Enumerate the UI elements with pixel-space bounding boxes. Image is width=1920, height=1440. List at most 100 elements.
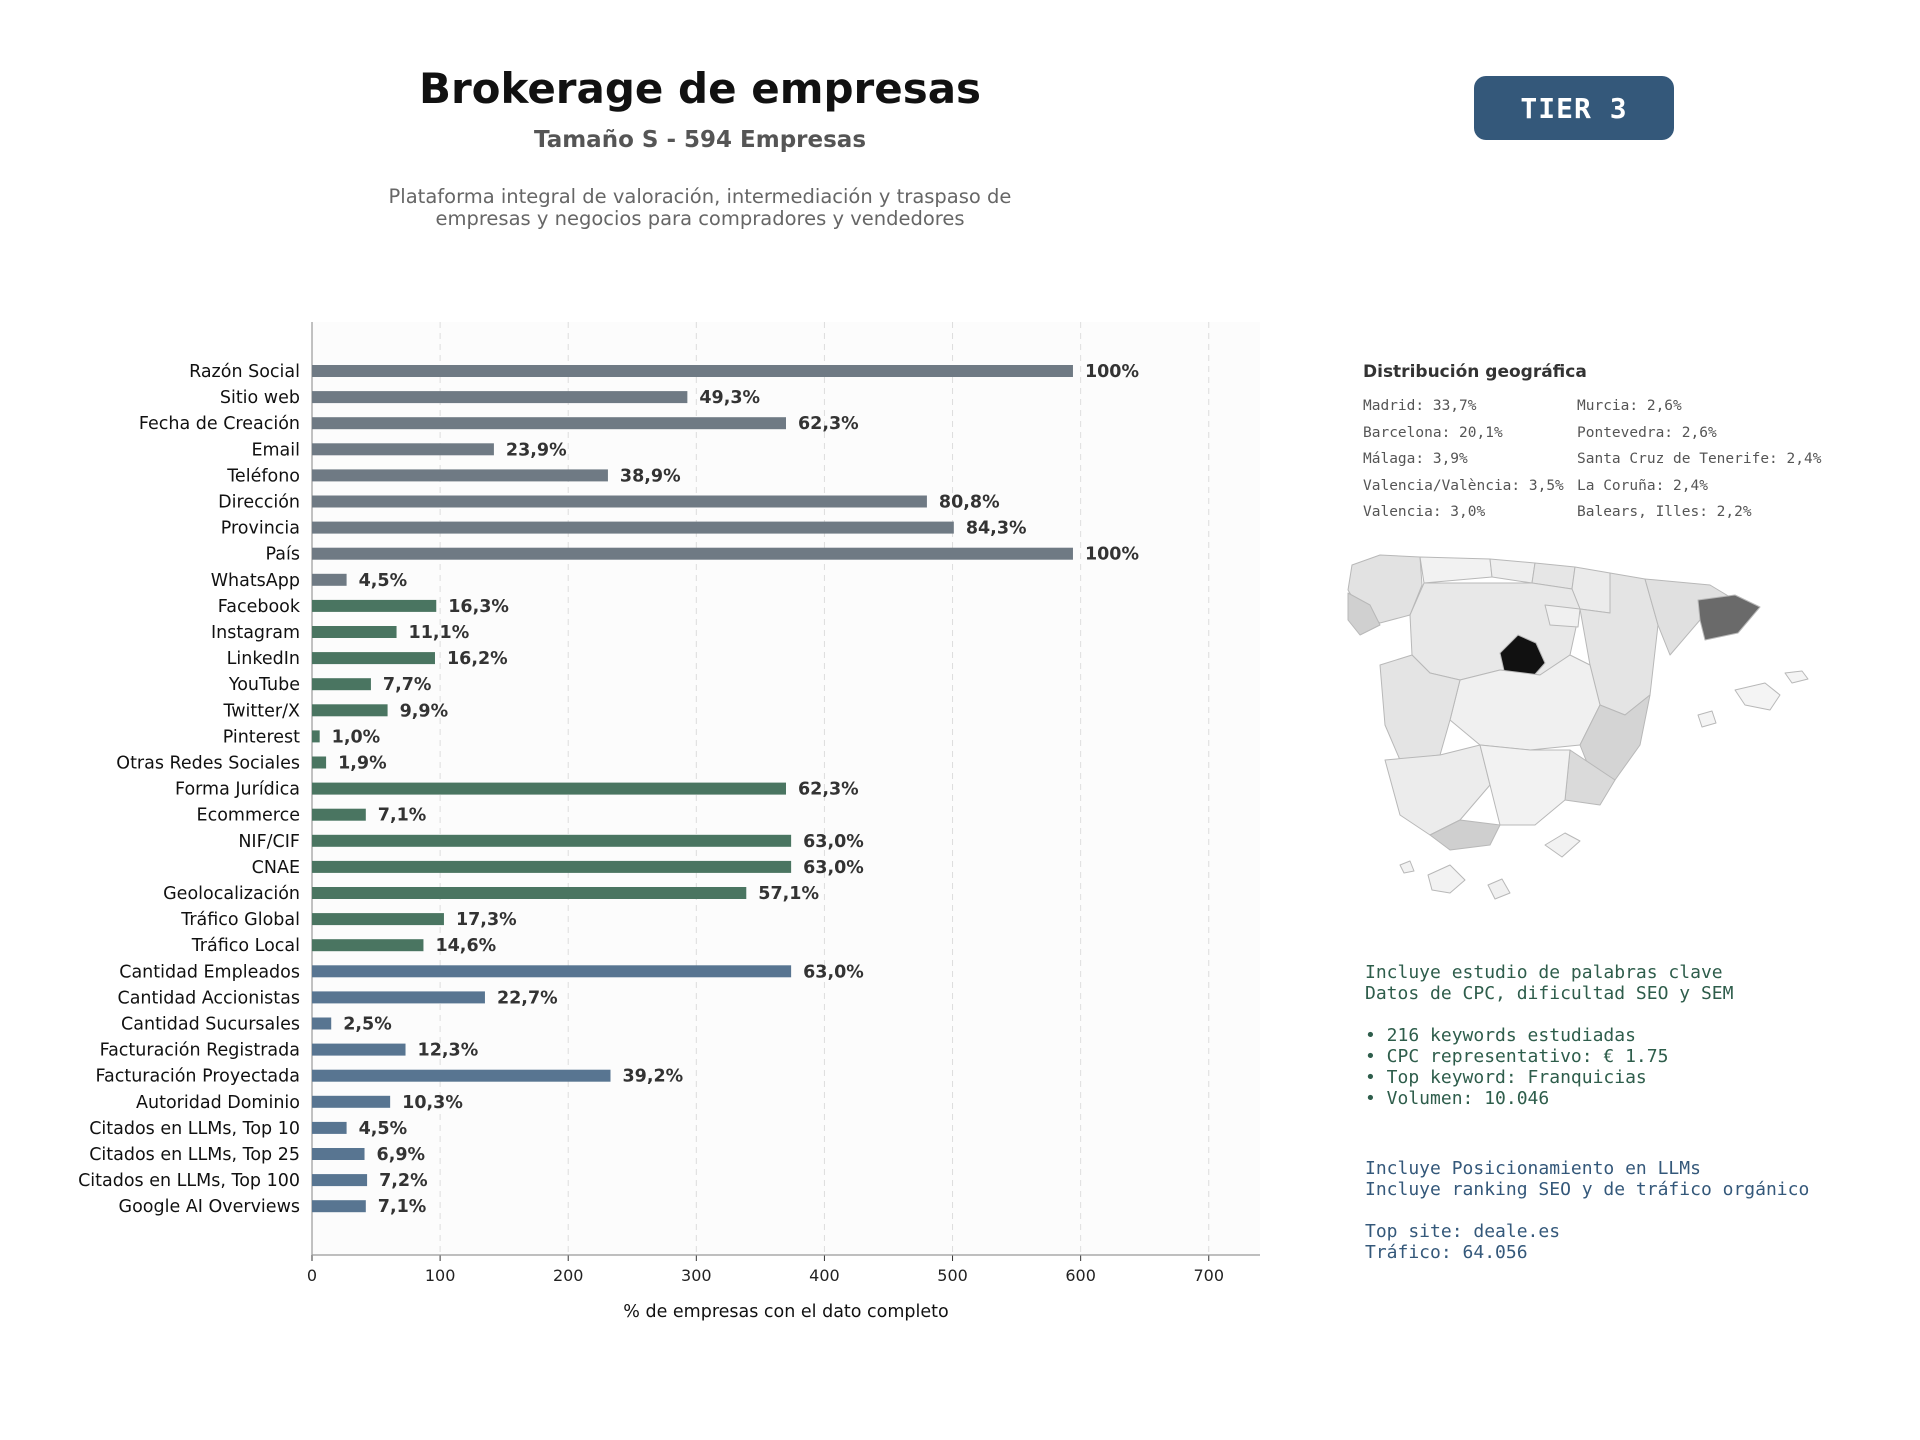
- category-label: Sitio web: [220, 388, 300, 408]
- category-label: Twitter/X: [222, 701, 300, 721]
- value-label: 63,0%: [803, 858, 864, 878]
- category-label: WhatsApp: [211, 571, 300, 591]
- value-label: 80,8%: [939, 493, 1000, 513]
- category-label: Pinterest: [223, 727, 300, 747]
- geo-left-line-2: Málaga: 3,9%: [1363, 451, 1468, 467]
- value-label: 7,1%: [378, 1197, 427, 1217]
- x-tick-label: 600: [1065, 1266, 1096, 1285]
- bar: [312, 1200, 366, 1213]
- value-label: 12,3%: [418, 1041, 479, 1061]
- map-extremadura: [1379, 654, 1461, 761]
- value-label: 39,2%: [622, 1067, 683, 1087]
- value-label: 63,0%: [803, 832, 864, 852]
- chart-subtitle: Tamaño S - 594 Empresas: [533, 127, 867, 153]
- category-label: Fecha de Creación: [139, 414, 300, 434]
- bar: [312, 547, 1073, 560]
- chart-title: Brokerage de empresas: [418, 64, 982, 113]
- bar: [312, 1148, 365, 1160]
- value-label: 100%: [1085, 545, 1139, 565]
- value-label: 16,2%: [447, 649, 508, 669]
- category-label: Email: [251, 440, 300, 460]
- map-barcelona: [1697, 594, 1761, 641]
- bar: [312, 652, 435, 665]
- category-label: Instagram: [211, 623, 300, 643]
- value-label: 1,0%: [332, 727, 381, 747]
- category-label: YouTube: [228, 675, 300, 695]
- category-label: NIF/CIF: [238, 832, 300, 852]
- bar: [312, 1043, 406, 1056]
- value-label: 4,5%: [359, 1119, 408, 1139]
- bar: [312, 808, 366, 821]
- keywords-line-5: • Top keyword: Franquicias: [1365, 1067, 1647, 1088]
- map-canarias-east: [1544, 832, 1581, 858]
- geo-right-line-4: Balears, Illes: 2,2%: [1577, 504, 1752, 520]
- category-label: Citados en LLMs, Top 100: [78, 1171, 300, 1191]
- category-label: Citados en LLMs, Top 25: [89, 1145, 300, 1165]
- map-rioja: [1544, 604, 1581, 628]
- bar: [312, 521, 954, 534]
- chart-description: Plataforma integral de valoración, inter…: [300, 186, 1100, 230]
- value-label: 100%: [1085, 362, 1139, 382]
- bar: [312, 991, 485, 1004]
- map-balears-menorca: [1784, 670, 1809, 684]
- bar: [312, 443, 494, 456]
- value-label: 2,5%: [343, 1015, 392, 1035]
- value-label: 7,1%: [378, 806, 427, 826]
- bar: [312, 599, 437, 612]
- bar: [312, 417, 786, 430]
- geo-distribution-title: Distribución geográfica: [1363, 362, 1587, 382]
- bar: [312, 887, 747, 899]
- llm-line-3: Top site: deale.es: [1365, 1221, 1561, 1242]
- category-label: CNAE: [252, 858, 300, 878]
- geo-right-line-1: Pontevedra: 2,6%: [1577, 424, 1717, 441]
- category-label: Tráfico Local: [191, 936, 300, 956]
- map-andalucia-west: [1384, 744, 1491, 836]
- bar: [312, 1017, 332, 1030]
- description-line-2: empresas y negocios para compradores y v…: [435, 207, 965, 230]
- category-label: Forma Jurídica: [175, 780, 300, 800]
- keywords-line-0: Incluye estudio de palabras clave: [1365, 962, 1723, 983]
- bar: [312, 782, 786, 795]
- category-label: Dirección: [218, 493, 300, 513]
- keywords-line-4: • CPC representativo: € 1.75: [1365, 1046, 1669, 1067]
- geo-left-line-1: Barcelona: 20,1%: [1363, 424, 1503, 441]
- category-label: LinkedIn: [227, 649, 300, 669]
- value-label: 1,9%: [338, 754, 387, 774]
- category-label: Provincia: [221, 519, 300, 539]
- bar: [312, 1069, 611, 1082]
- x-tick-label: 500: [937, 1266, 968, 1285]
- bar: [312, 469, 608, 482]
- category-label: Teléfono: [226, 466, 300, 486]
- bar: [312, 573, 347, 586]
- x-tick-label: 700: [1193, 1266, 1224, 1285]
- llm-line-1: Incluye ranking SEO y de tráfico orgánic…: [1365, 1179, 1810, 1200]
- map-andalucia-east: [1479, 744, 1571, 826]
- value-label: 49,3%: [699, 388, 760, 408]
- value-label: 9,9%: [400, 701, 449, 721]
- llm-line-0: Incluye Posicionamiento en LLMs: [1365, 1158, 1701, 1179]
- value-label: 17,3%: [456, 910, 517, 930]
- map-pontevedra: [1347, 592, 1381, 636]
- bar-chart: 0 100 200 300 400 500 600 700 Razón Social 100% Si…: [78, 322, 1260, 1322]
- bar: [312, 939, 424, 952]
- value-label: 62,3%: [798, 414, 859, 434]
- category-label: Cantidad Sucursales: [121, 1015, 300, 1035]
- keywords-info: Incluye estudio de palabras clave Datos d…: [1365, 962, 1733, 1109]
- bar: [312, 678, 371, 691]
- description-line-1: Plataforma integral de valoración, inter…: [388, 185, 1012, 208]
- bar: [312, 391, 688, 404]
- value-label: 10,3%: [402, 1093, 463, 1113]
- map-canarias-small: [1399, 860, 1415, 874]
- geo-left-line-0: Madrid: 33,7%: [1363, 398, 1477, 414]
- keywords-line-1: Datos de CPC, dificultad SEO y SEM: [1365, 983, 1734, 1004]
- map-balears-mallorca: [1734, 682, 1781, 711]
- value-label: 57,1%: [758, 884, 819, 904]
- map-malaga: [1429, 819, 1501, 851]
- value-label: 7,2%: [379, 1171, 428, 1191]
- bar: [312, 965, 792, 978]
- geo-left-line-4: Valencia: 3,0%: [1363, 504, 1486, 520]
- value-label: 84,3%: [966, 519, 1027, 539]
- value-label: 23,9%: [506, 440, 567, 460]
- category-label: Geolocalización: [163, 884, 300, 904]
- category-label: Facebook: [218, 597, 301, 617]
